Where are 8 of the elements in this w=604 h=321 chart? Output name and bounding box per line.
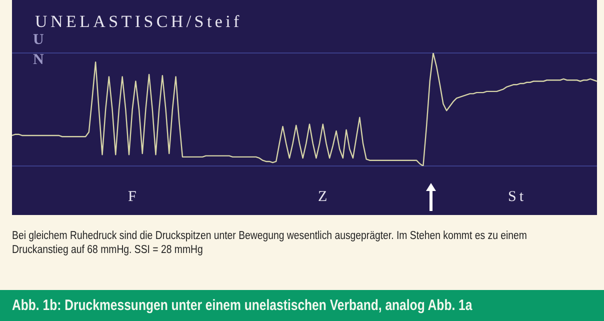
text: Bei gleichem Ruhedruck sind die Druckspitzen unter Bewegung wesentlich ausgeprägter. Im Stehen kommt es zu einem Druckanstieg auf 68 mmHg. SSI = 28 mmHg xyxy=(12,229,528,257)
text: St xyxy=(508,189,527,206)
text: Z xyxy=(318,189,328,206)
text: F xyxy=(128,189,136,206)
annotation: N xyxy=(33,52,44,69)
text: UNELASTISCH/Steif xyxy=(35,12,242,32)
text: Abb. 1b: Druckmessungen unter einem unelastischen Verband, analog Abb. 1a xyxy=(12,296,472,316)
text: U xyxy=(33,32,44,49)
